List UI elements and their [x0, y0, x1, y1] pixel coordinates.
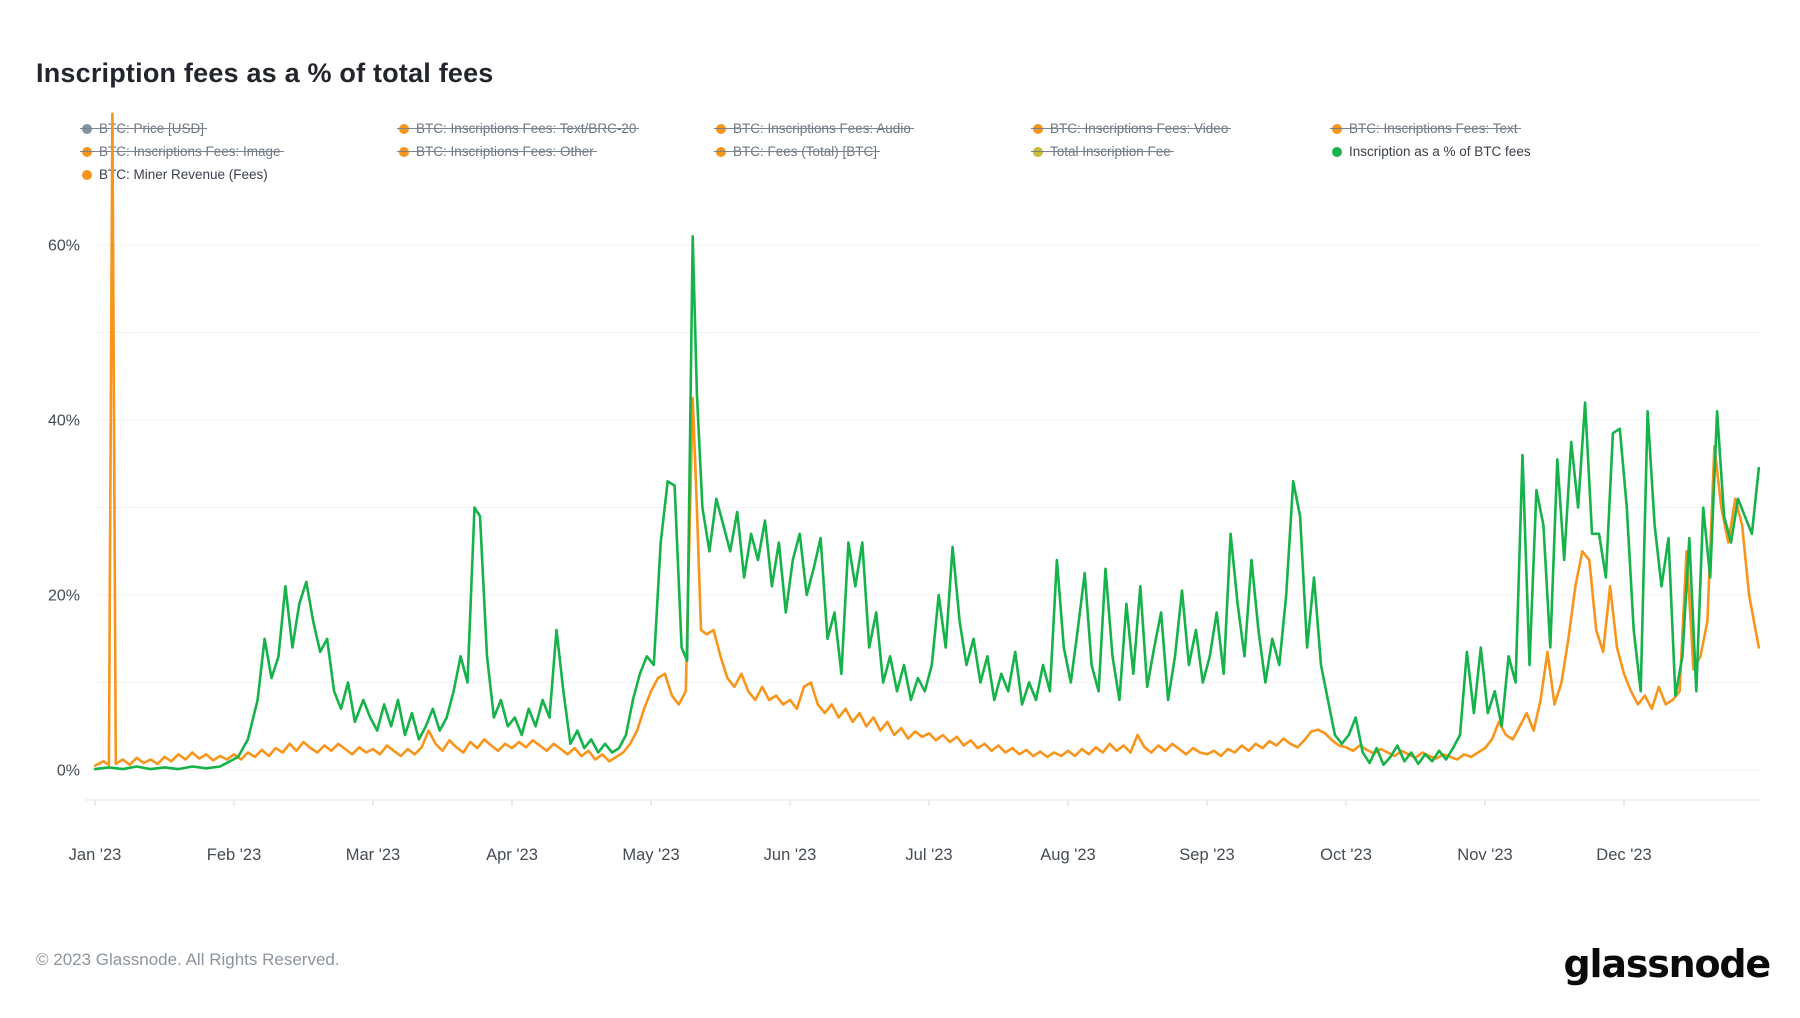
legend-item-total-inscription-fee[interactable]: Total Inscription Fee [1031, 144, 1174, 159]
series-line-btc-miner-revenue-fees[interactable] [93, 112, 1761, 767]
x-axis-label-aug-23: Aug '23 [1040, 846, 1095, 864]
x-axis-label-sep-23: Sep '23 [1179, 846, 1234, 864]
y-axis-label-40pct: 40% [48, 413, 80, 430]
y-axis-label-20pct: 20% [48, 588, 80, 605]
legend-dot-icon [1332, 146, 1342, 157]
legend-dot-icon [82, 169, 92, 180]
legend-item-btc-price-usd[interactable]: BTC: Price [USD] [79, 121, 208, 136]
x-axis-label-apr-23: Apr '23 [486, 846, 538, 864]
legend-item-btc-inscriptions-fees-image[interactable]: BTC: Inscriptions Fees: Image [80, 144, 284, 159]
legend-item-inscription-as-a-of-btc-fees[interactable]: Inscription as a % of BTC fees [1332, 144, 1531, 159]
series-line-inscription-as-a-of-btc-fees[interactable] [93, 235, 1761, 771]
legend: BTC: Price [USD] BTC: Inscriptions Fees: … [0, 0, 1800, 200]
x-axis-label-dec-23: Dec '23 [1596, 846, 1651, 864]
x-axis-label-feb-23: Feb '23 [207, 846, 262, 864]
x-axis-label-may-23: May '23 [622, 846, 679, 864]
x-axis-label-jun-23: Jun '23 [764, 846, 817, 864]
legend-item-btc-inscriptions-fees-video[interactable]: BTC: Inscriptions Fees: Video [1030, 121, 1232, 136]
legend-item-btc-miner-revenue-fees[interactable]: BTC: Miner Revenue (Fees) [82, 167, 268, 182]
y-axis-label-0pct: 0% [57, 763, 80, 780]
glassnode-logo: glassnode [1563, 942, 1772, 986]
legend-item-btc-inscriptions-fees-text-brc-20[interactable]: BTC: Inscriptions Fees: Text/BRC-20 [396, 121, 640, 136]
legend-item-label: BTC: Miner Revenue (Fees) [99, 167, 268, 182]
x-axis-label-jan-23: Jan '23 [69, 846, 122, 864]
legend-item-btc-inscriptions-fees-text[interactable]: BTC: Inscriptions Fees: Text [1330, 121, 1521, 136]
legend-item-btc-inscriptions-fees-other[interactable]: BTC: Inscriptions Fees: Other [397, 144, 597, 159]
page-title: Inscription fees as a % of total fees [36, 58, 494, 89]
copyright-text: © 2023 Glassnode. All Rights Reserved. [36, 950, 340, 969]
legend-item-btc-inscriptions-fees-audio[interactable]: BTC: Inscriptions Fees: Audio [714, 121, 914, 136]
y-axis-label-60pct: 60% [48, 238, 80, 255]
x-axis-label-mar-23: Mar '23 [346, 846, 401, 864]
x-axis-label-nov-23: Nov '23 [1457, 846, 1512, 864]
legend-item-btc-fees-total-btc[interactable]: BTC: Fees (Total) [BTC] [713, 144, 881, 159]
x-axis-label-oct-23: Oct '23 [1320, 846, 1372, 864]
legend-item-label: Inscription as a % of BTC fees [1349, 144, 1531, 159]
x-axis-label-jul-23: Jul '23 [905, 846, 952, 864]
